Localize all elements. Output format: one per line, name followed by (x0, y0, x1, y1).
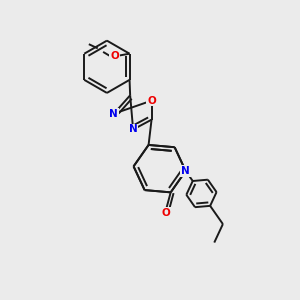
Text: O: O (147, 96, 156, 106)
Text: O: O (161, 208, 170, 218)
Text: N: N (181, 166, 190, 176)
Text: N: N (129, 124, 137, 134)
Text: O: O (110, 51, 119, 61)
Text: N: N (110, 109, 118, 119)
